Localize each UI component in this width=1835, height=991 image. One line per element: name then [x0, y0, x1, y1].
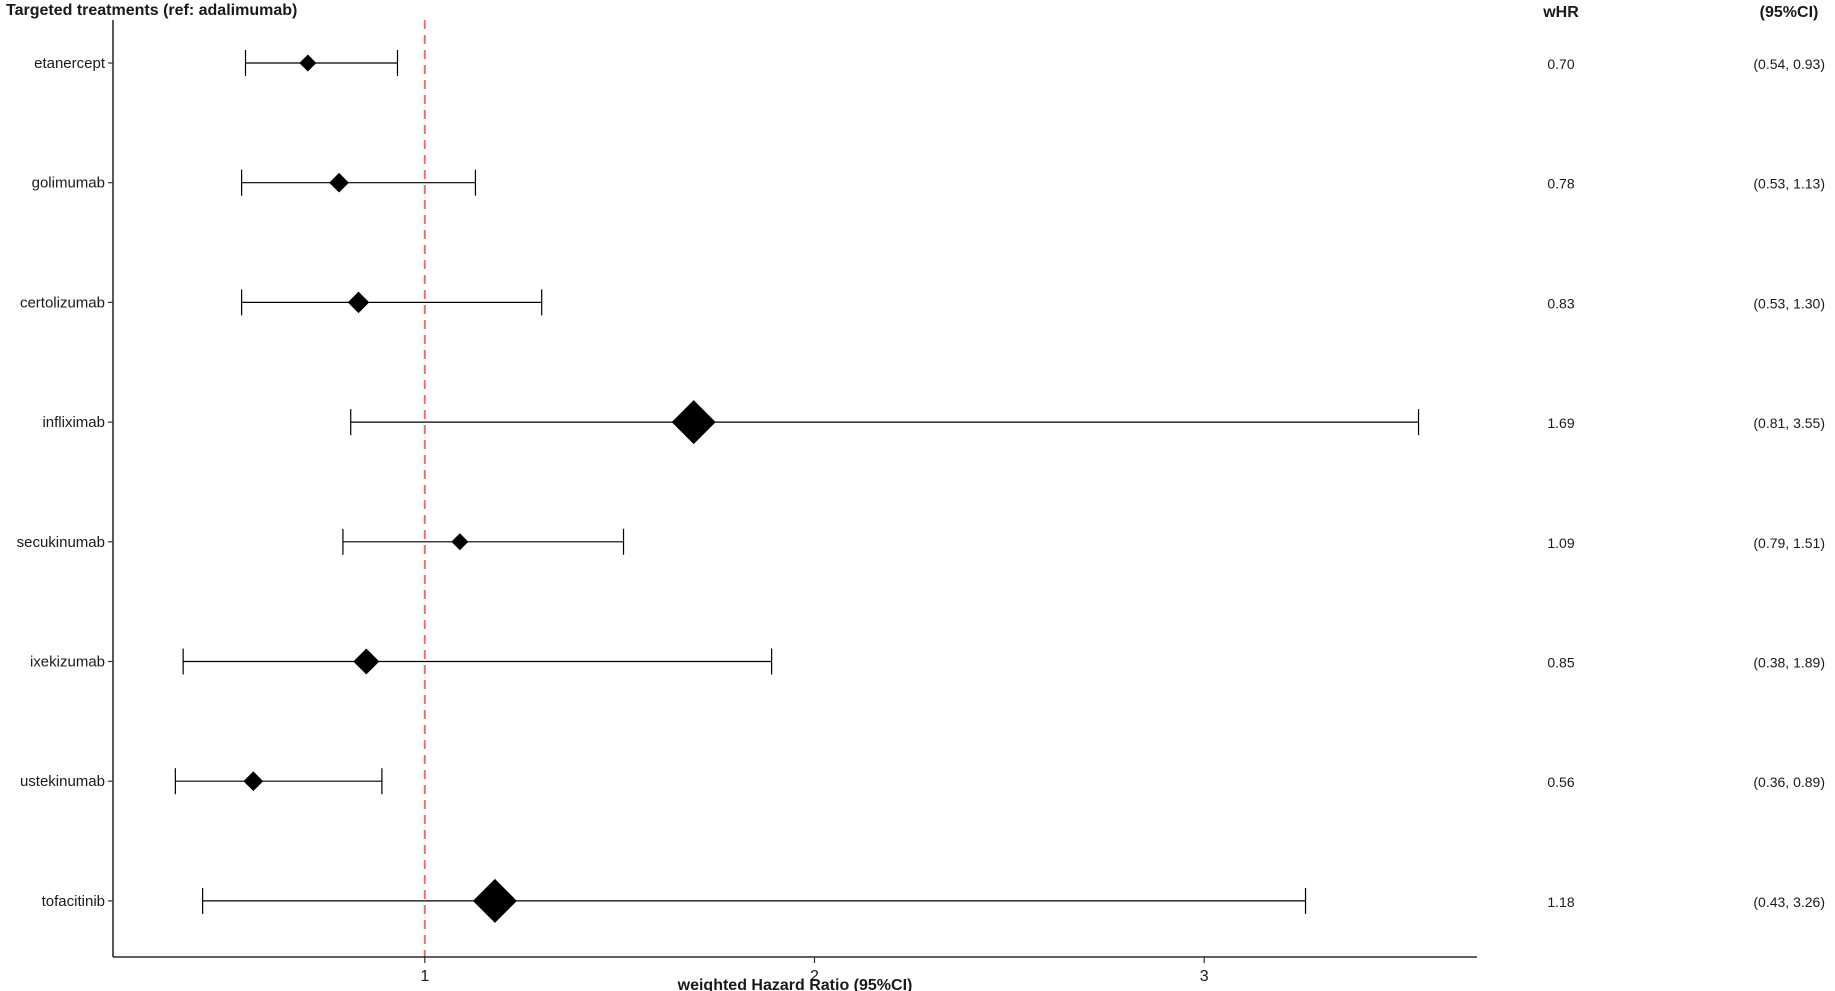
point-estimate-diamond: [243, 771, 264, 792]
ci-value: (0.79, 1.51): [1753, 535, 1825, 551]
point-estimate-diamond: [329, 172, 349, 193]
point-estimate-diamond: [472, 878, 517, 923]
row-label: golimumab: [32, 175, 105, 192]
row-label: ustekinumab: [20, 773, 105, 790]
point-estimate-diamond: [299, 54, 317, 72]
row-label: infliximab: [42, 414, 105, 431]
row-label: ixekizumab: [30, 654, 105, 671]
whr-value: 1.69: [1547, 415, 1574, 431]
whr-value: 0.56: [1547, 774, 1574, 790]
row-label: certolizumab: [20, 294, 105, 311]
column-header-ci: (95%CI): [1760, 4, 1819, 21]
ci-value: (0.81, 3.55): [1753, 415, 1825, 431]
point-estimate-diamond: [353, 648, 380, 675]
whr-value: 0.70: [1547, 56, 1574, 72]
ci-value: (0.53, 1.13): [1753, 176, 1825, 192]
row-label: secukinumab: [17, 534, 105, 551]
x-axis-label: weighted Hazard Ratio (95%CI): [677, 977, 913, 991]
x-tick-label: 2: [810, 968, 819, 985]
point-estimate-diamond: [671, 400, 716, 445]
whr-value: 0.85: [1547, 655, 1574, 671]
whr-value: 0.83: [1547, 295, 1574, 311]
ci-value: (0.36, 0.89): [1753, 774, 1825, 790]
ci-value: (0.38, 1.89): [1753, 655, 1825, 671]
x-tick-label: 1: [420, 968, 429, 985]
whr-value: 1.09: [1547, 535, 1574, 551]
whr-value: 0.78: [1547, 176, 1574, 192]
ci-value: (0.53, 1.30): [1753, 295, 1825, 311]
whr-value: 1.18: [1547, 894, 1574, 910]
ci-value: (0.43, 3.26): [1753, 894, 1825, 910]
column-header-whr: wHR: [1542, 4, 1579, 21]
point-estimate-diamond: [347, 291, 370, 314]
row-label: etanercept: [34, 55, 106, 72]
row-label: tofacitinib: [42, 893, 105, 910]
point-estimate-diamond: [451, 533, 469, 551]
chart-title: Targeted treatments (ref: adalimumab): [6, 2, 297, 19]
ci-value: (0.54, 0.93): [1753, 56, 1825, 72]
x-tick-label: 3: [1200, 968, 1209, 985]
